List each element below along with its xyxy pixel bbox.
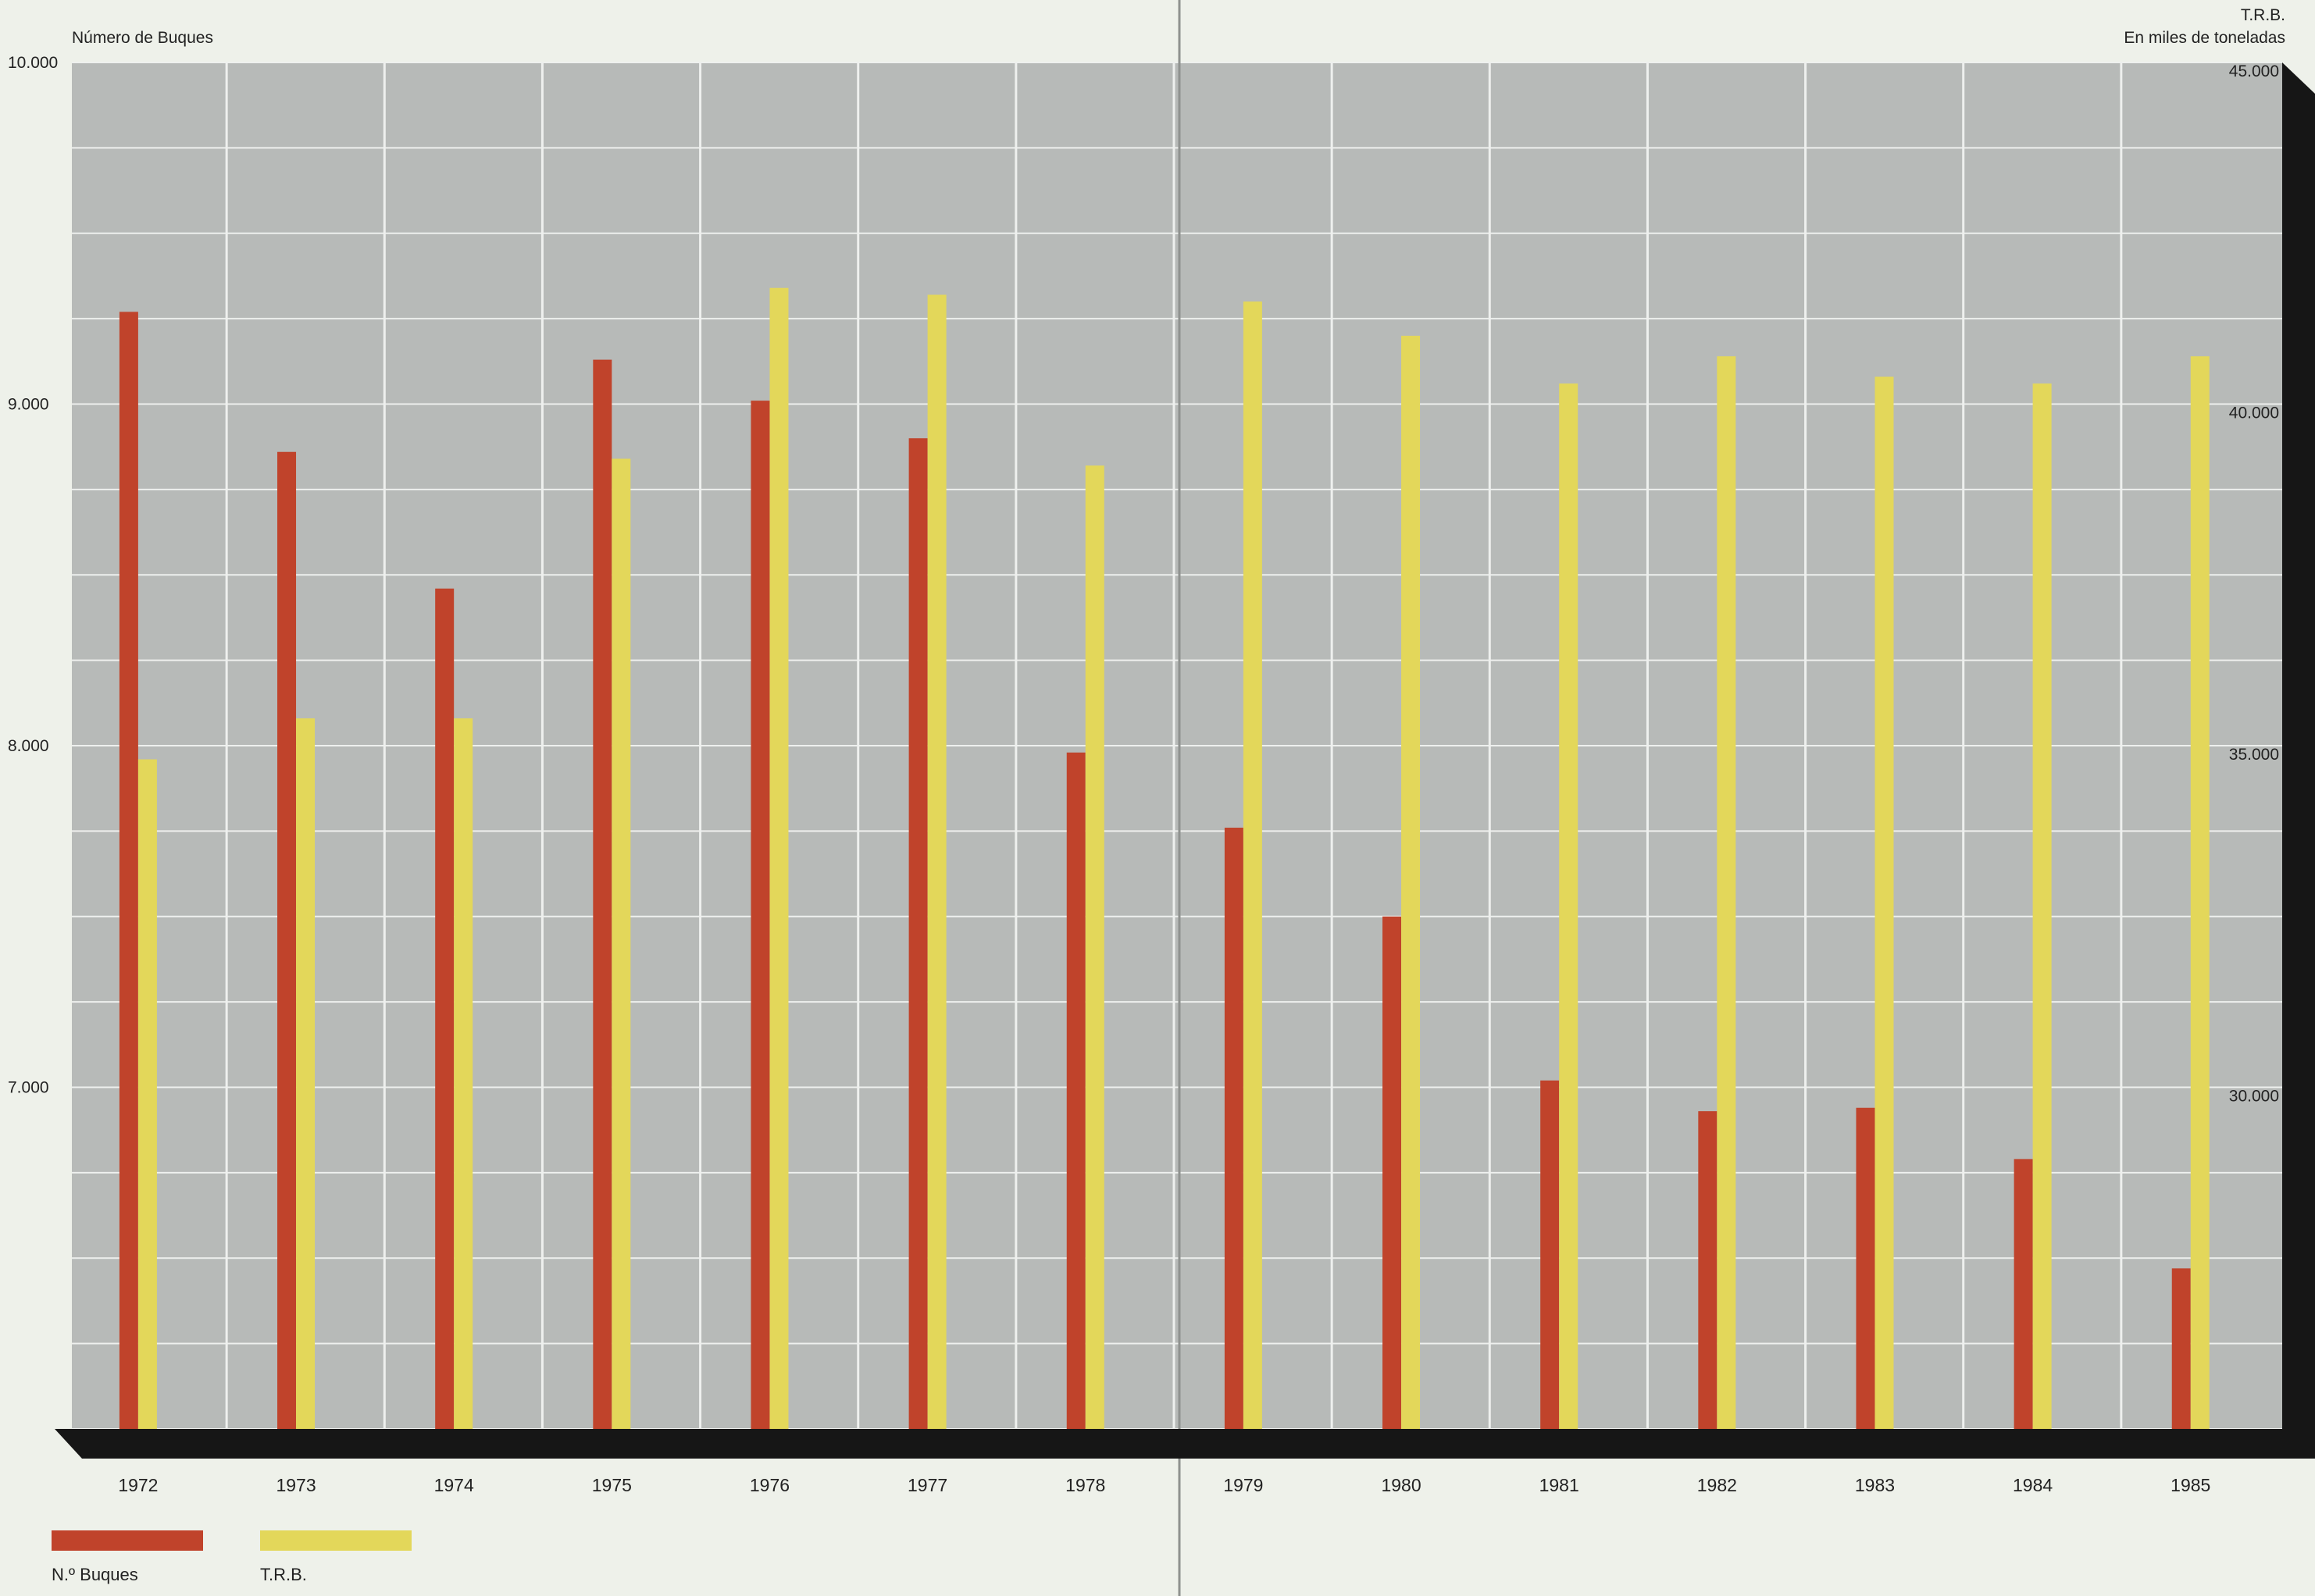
- bar-buques-1983: [1856, 1107, 1875, 1429]
- bar-buques-1974: [435, 588, 455, 1429]
- bar-trb-1981: [1559, 383, 1578, 1429]
- bar-buques-1972: [119, 312, 138, 1429]
- bar-buques-1980: [1382, 916, 1402, 1429]
- left-tick-label: 10.000: [8, 54, 58, 72]
- bar-buques-1982: [1698, 1111, 1718, 1429]
- left-tick-label: 9.000: [8, 396, 49, 414]
- left-tick-label: 7.000: [8, 1079, 49, 1097]
- bar-trb-1977: [927, 294, 947, 1429]
- bar-buques-1984: [2014, 1159, 2033, 1429]
- bar-trb-1979: [1243, 301, 1262, 1429]
- right-edge-slab: [2282, 62, 2315, 1459]
- x-tick-label-1973: 1973: [276, 1475, 316, 1495]
- bar-trb-1973: [296, 718, 316, 1429]
- x-tick-label-1972: 1972: [118, 1475, 158, 1495]
- x-tick-label-1984: 1984: [2013, 1475, 2053, 1495]
- x-tick-label-1983: 1983: [1855, 1475, 1895, 1495]
- bar-buques-1977: [908, 438, 928, 1429]
- bar-buques-1975: [593, 359, 612, 1429]
- x-tick-label-1978: 1978: [1065, 1475, 1105, 1495]
- x-tick-label-1982: 1982: [1697, 1475, 1737, 1495]
- bar-trb-1975: [612, 458, 631, 1429]
- bars: [119, 287, 2210, 1429]
- x-tick-label-1985: 1985: [2171, 1475, 2210, 1495]
- right-tick-label: 30.000: [2229, 1088, 2279, 1106]
- bar-trb-1978: [1085, 465, 1104, 1429]
- right-axis-ticks: 45.000 40.000 35.000 30.000: [2229, 62, 2279, 1106]
- x-tick-label-1981: 1981: [1539, 1475, 1579, 1495]
- baseline-slab: [55, 1429, 2282, 1459]
- bar-buques-1985: [2171, 1268, 2191, 1429]
- x-tick-label-1979: 1979: [1223, 1475, 1263, 1495]
- left-axis-title: Número de Buques: [72, 29, 213, 47]
- bar-trb-1984: [2032, 383, 2052, 1429]
- legend-label-trb: T.R.B.: [260, 1565, 307, 1584]
- legend-swatch-buques: [52, 1530, 203, 1551]
- bar-trb-1972: [137, 759, 157, 1429]
- x-tick-label-1977: 1977: [908, 1475, 947, 1495]
- left-axis-ticks: 10.000 9.000 8.000 7.000: [8, 54, 58, 1097]
- left-tick-label: 8.000: [8, 737, 49, 755]
- bar-buques-1976: [751, 401, 770, 1429]
- right-axis-title-line2: En miles de toneladas: [2124, 29, 2285, 47]
- legend-swatch-trb: [260, 1530, 412, 1551]
- x-tick-label-1975: 1975: [592, 1475, 632, 1495]
- x-tick-label-1974: 1974: [434, 1475, 474, 1495]
- bar-trb-1985: [2190, 356, 2210, 1429]
- right-axis-title-line1: T.R.B.: [2241, 6, 2285, 24]
- x-axis-labels: 1972 1973 1974 1975 1976 1977 1978 1979 1980 1981…: [118, 1475, 2210, 1495]
- bar-buques-1981: [1540, 1080, 1560, 1429]
- right-tick-label: 40.000: [2229, 404, 2279, 422]
- bar-trb-1980: [1401, 336, 1421, 1429]
- legend-label-buques: N.º Buques: [52, 1565, 138, 1584]
- bar-trb-1983: [1874, 376, 1894, 1429]
- bar-buques-1979: [1224, 828, 1243, 1429]
- right-tick-label: 35.000: [2229, 746, 2279, 764]
- bar-trb-1982: [1717, 356, 1736, 1429]
- right-tick-label: 45.000: [2229, 62, 2279, 80]
- bar-buques-1973: [277, 451, 297, 1429]
- legend: N.º Buques T.R.B.: [52, 1530, 412, 1584]
- x-tick-label-1980: 1980: [1381, 1475, 1421, 1495]
- bar-trb-1976: [769, 287, 789, 1429]
- x-tick-label-1976: 1976: [750, 1475, 790, 1495]
- bar-buques-1978: [1066, 752, 1086, 1429]
- bar-trb-1974: [454, 718, 473, 1429]
